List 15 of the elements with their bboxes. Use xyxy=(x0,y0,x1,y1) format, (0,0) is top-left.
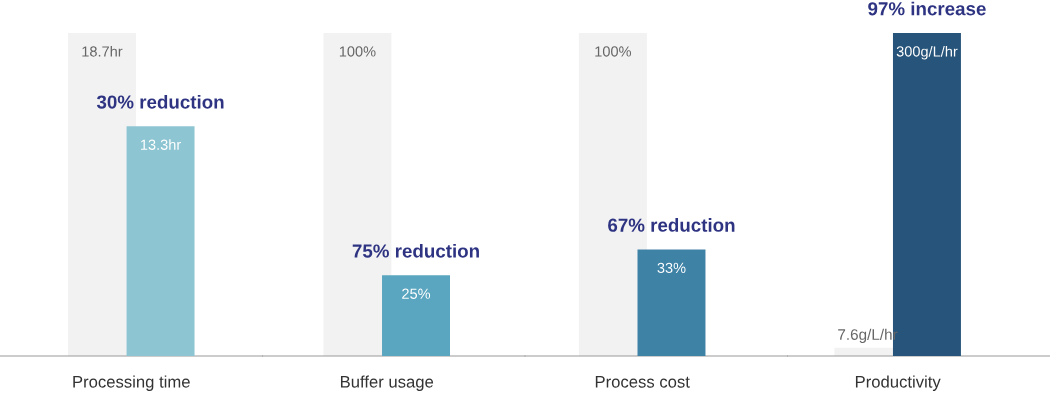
annotation: 67% reduction xyxy=(608,218,735,232)
data-label: 100% xyxy=(339,46,376,57)
annotation: 30% reduction xyxy=(96,94,224,109)
x-tick-label: Processing time xyxy=(73,375,190,391)
annotation: 97% increase xyxy=(868,1,986,16)
data-label: 33% xyxy=(657,262,686,274)
x-tick-label: Productivity xyxy=(855,375,941,391)
data-label: 100% xyxy=(595,46,632,57)
x-tick-label: Buffer usage xyxy=(340,375,434,391)
data-label: 25% xyxy=(402,288,431,299)
data-label: 300g/L/hr xyxy=(896,45,958,60)
annotation: 75% reduction xyxy=(352,243,479,258)
data-label: 18.7hr xyxy=(82,45,123,57)
data-label: 13.3hr xyxy=(140,139,181,150)
x-tick-label: Process cost xyxy=(595,376,690,388)
